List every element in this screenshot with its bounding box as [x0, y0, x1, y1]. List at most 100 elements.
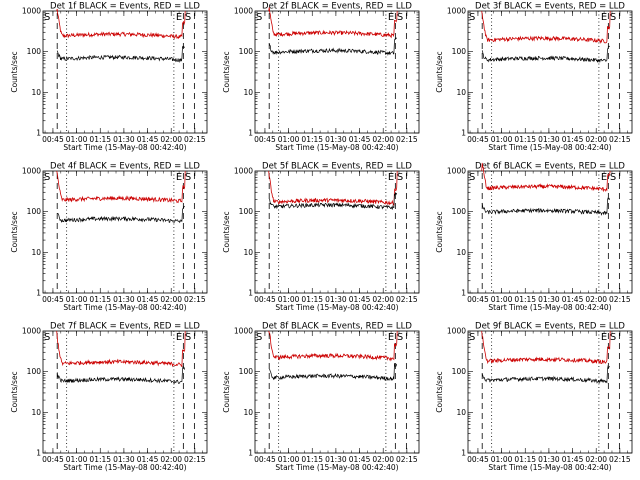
x-tick-label: 01:15 — [89, 135, 111, 144]
series-line-events — [56, 45, 185, 63]
series-line-events — [481, 45, 610, 63]
x-axis-label: Start Time (15-May-08 00:42:40) — [488, 303, 611, 312]
y-tick-label: 100 — [452, 207, 467, 216]
y-axis-label: Counts/sec — [10, 371, 19, 412]
x-tick-label: 01:30 — [538, 135, 560, 144]
x-tick-label: 01:00 — [66, 295, 88, 304]
x-tick-label: 01:15 — [301, 135, 323, 144]
x-axis-label: Start Time (15-May-08 00:42:40) — [488, 463, 611, 472]
panel-2: Det 2f BLACK = Events, RED = LLD 1 10 100 10… — [222, 2, 420, 152]
y-tick-label: 100 — [239, 367, 254, 376]
start-marker-label: S — [44, 12, 50, 23]
y-axis-label: Counts/sec — [435, 211, 444, 252]
x-tick-label: 01:45 — [349, 135, 371, 144]
plot-frame — [467, 330, 633, 454]
x-tick-label: 01:15 — [301, 455, 323, 464]
panel-7: Det 7f BLACK = Events, RED = LLD 1 10 100 10… — [10, 322, 208, 472]
series-line-events — [269, 363, 398, 381]
x-tick-label: 00:45 — [467, 295, 489, 304]
x-tick-label: 02:00 — [372, 455, 394, 464]
panel-1: Det 1f BLACK = Events, RED = LLD 1 10 100 10… — [10, 2, 208, 152]
plot-frame — [467, 170, 633, 294]
x-tick-label: 01:30 — [538, 295, 560, 304]
y-tick-label: 1000 — [234, 7, 253, 16]
panel-title: Det 4f BLACK = Events, RED = LLD — [50, 162, 200, 172]
x-tick-label: 01:30 — [113, 135, 135, 144]
x-tick-label: 02:15 — [184, 135, 206, 144]
x-tick-label: 02:15 — [609, 135, 631, 144]
end-s-marker-label: S — [397, 12, 403, 23]
panel-title: Det 8f BLACK = Events, RED = LLD — [262, 322, 412, 332]
end-s-marker-label: S — [610, 12, 616, 23]
end-marker-label: E — [176, 12, 182, 23]
y-tick-label: 100 — [27, 367, 42, 376]
end-marker-label: E — [176, 172, 182, 183]
start-marker-label: S — [469, 172, 475, 183]
start-marker-label: S — [256, 12, 262, 23]
y-tick-label: 10 — [31, 88, 41, 97]
end-s-marker-label: S — [185, 12, 191, 23]
end-s-marker-label: S — [185, 332, 191, 343]
y-tick-label: 100 — [452, 367, 467, 376]
x-tick-label: 00:45 — [42, 135, 64, 144]
x-tick-label: 01:15 — [89, 455, 111, 464]
series-line-lld — [481, 330, 611, 365]
series-line-lld — [56, 170, 186, 204]
plot-frame — [254, 330, 420, 454]
y-tick-label: 1 — [36, 129, 41, 138]
series-line-events — [268, 191, 398, 210]
y-tick-label: 10 — [31, 408, 41, 417]
plot-frame — [254, 170, 420, 294]
x-tick-label: 02:15 — [184, 455, 206, 464]
x-tick-label: 00:45 — [254, 295, 276, 304]
series-line-events — [481, 197, 611, 216]
y-tick-label: 1000 — [22, 7, 41, 16]
x-tick-label: 02:15 — [184, 295, 206, 304]
plot-frame — [42, 330, 208, 454]
y-tick-label: 100 — [452, 47, 467, 56]
x-tick-label: 01:15 — [514, 295, 536, 304]
series-line-lld — [56, 8, 186, 40]
start-marker-label: S — [256, 332, 262, 343]
panel-title: Det 3f BLACK = Events, RED = LLD — [475, 2, 625, 12]
x-tick-label: 02:15 — [396, 135, 418, 144]
y-tick-label: 1000 — [447, 7, 466, 16]
x-axis-label: Start Time (15-May-08 00:42:40) — [488, 143, 611, 152]
end-s-marker-label: S — [610, 332, 616, 343]
start-marker-label: S — [44, 172, 50, 183]
x-tick-label: 01:30 — [325, 455, 347, 464]
x-tick-label: 01:45 — [562, 295, 584, 304]
y-tick-label: 10 — [456, 408, 466, 417]
x-tick-label: 00:45 — [467, 135, 489, 144]
x-tick-label: 01:15 — [89, 295, 111, 304]
panel-5: Det 5f BLACK = Events, RED = LLD 1 10 100 10… — [222, 162, 420, 312]
x-axis-label: Start Time (15-May-08 00:42:40) — [275, 463, 398, 472]
plot-frame — [254, 10, 420, 134]
x-tick-label: 02:00 — [585, 295, 607, 304]
x-tick-label: 01:00 — [278, 295, 300, 304]
end-s-marker-label: S — [397, 332, 403, 343]
y-tick-label: 1000 — [447, 327, 466, 336]
x-tick-label: 01:00 — [66, 455, 88, 464]
y-tick-label: 1 — [461, 449, 466, 458]
panel-title: Det 6f BLACK = Events, RED = LLD — [475, 162, 625, 172]
series-line-events — [56, 366, 186, 385]
panel-title: Det 9f BLACK = Events, RED = LLD — [475, 322, 625, 332]
y-tick-label: 1000 — [22, 167, 41, 176]
series-line-events — [481, 365, 610, 384]
x-tick-label: 01:00 — [491, 135, 513, 144]
x-tick-label: 02:00 — [585, 455, 607, 464]
x-axis-label: Start Time (15-May-08 00:42:40) — [63, 463, 186, 472]
y-tick-label: 1 — [461, 129, 466, 138]
series-line-lld — [268, 170, 398, 206]
plot-frame — [467, 10, 633, 134]
end-marker-label: E — [601, 332, 607, 343]
x-tick-label: 00:45 — [42, 455, 64, 464]
x-tick-label: 02:15 — [609, 295, 631, 304]
x-axis-label: Start Time (15-May-08 00:42:40) — [275, 303, 398, 312]
series-line-lld — [268, 330, 398, 362]
panel-8: Det 8f BLACK = Events, RED = LLD 1 10 100 10… — [222, 322, 420, 472]
y-tick-label: 1000 — [234, 327, 253, 336]
x-tick-label: 02:15 — [609, 455, 631, 464]
